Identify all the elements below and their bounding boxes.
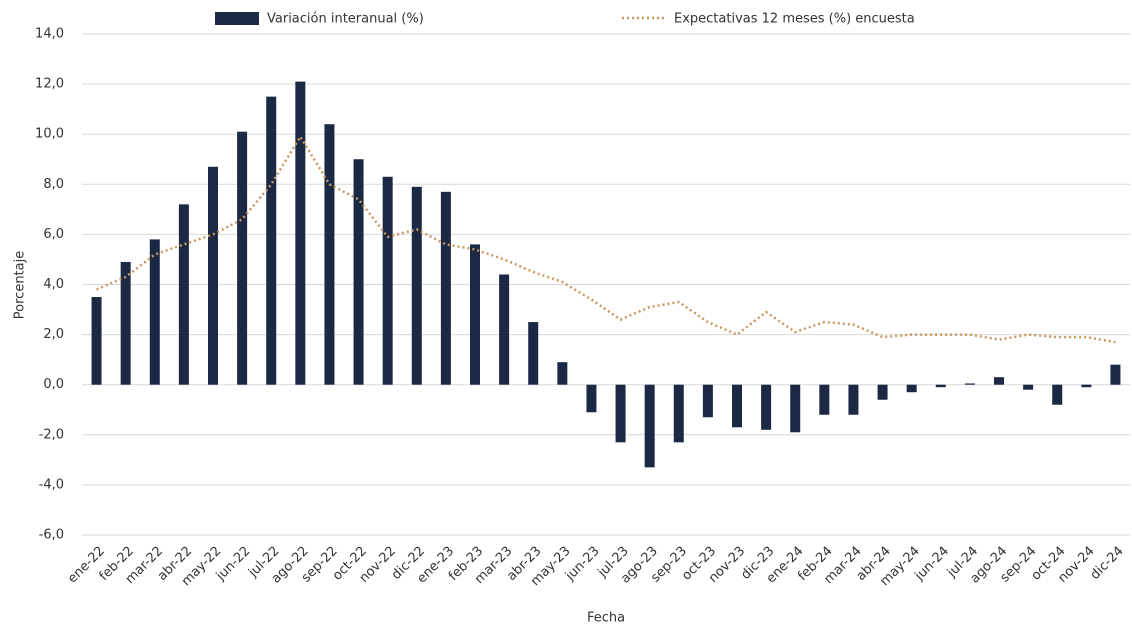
bar <box>353 159 364 385</box>
bar <box>615 384 626 443</box>
bar <box>644 384 655 468</box>
y-tick-label: 6,0 <box>43 227 64 242</box>
bar <box>178 204 189 385</box>
bar <box>470 244 480 385</box>
bar <box>732 384 742 428</box>
bar <box>440 191 451 385</box>
bar <box>411 186 422 385</box>
y-tick-label: -2,0 <box>39 427 64 442</box>
bar <box>935 384 946 388</box>
bar <box>91 297 102 385</box>
y-tick-label: -4,0 <box>39 477 64 492</box>
y-tick-label: 10,0 <box>35 127 64 142</box>
x-tick-label: ene-22 <box>65 544 108 587</box>
y-tick-label: 2,0 <box>43 327 64 342</box>
legend-label: Variación interanual (%) <box>267 12 424 27</box>
bar <box>1081 384 1092 388</box>
bar <box>586 384 597 413</box>
bar <box>964 383 975 385</box>
bar <box>149 239 160 385</box>
bar <box>906 384 917 393</box>
y-tick-label: 14,0 <box>35 27 64 42</box>
bar <box>819 384 830 415</box>
y-tick-label: 0,0 <box>43 377 64 392</box>
y-tick-label: -6,0 <box>39 528 64 543</box>
bar <box>208 166 218 385</box>
y-tick-label: 4,0 <box>43 277 64 292</box>
bar <box>266 96 277 385</box>
bar <box>673 384 684 443</box>
bar <box>295 81 306 385</box>
bar <box>557 362 568 385</box>
bar <box>790 384 801 433</box>
y-tick-label: 8,0 <box>43 177 64 192</box>
bar <box>1110 364 1121 385</box>
x-axis-title: Fecha <box>587 611 625 626</box>
bar <box>324 124 335 385</box>
bar <box>1023 384 1034 390</box>
bar <box>1052 384 1063 405</box>
bar <box>877 384 888 400</box>
bar <box>994 377 1004 385</box>
bar <box>528 322 539 385</box>
bar <box>848 384 859 415</box>
legend-swatch <box>215 12 259 25</box>
bar <box>702 384 713 418</box>
bar <box>499 274 510 385</box>
y-axis-title: Porcentaje <box>13 251 28 319</box>
line <box>96 134 1116 344</box>
bar <box>237 131 248 385</box>
bar <box>382 176 393 385</box>
legend-label: Expectativas 12 meses (%) encuesta <box>674 12 915 27</box>
bar <box>761 384 772 430</box>
bar <box>120 261 131 385</box>
x-tick-label: dic-24 <box>1088 544 1127 583</box>
y-tick-label: 12,0 <box>35 77 64 92</box>
